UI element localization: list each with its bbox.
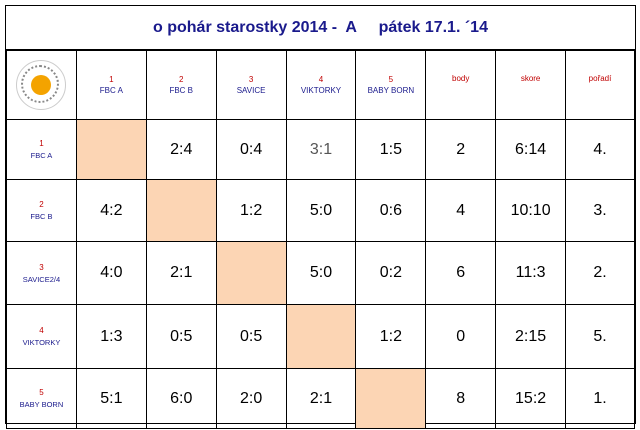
row-header: 5 BABY BORN [6,368,77,429]
tournament-logo-icon [16,60,67,110]
points-cell: 6 [425,241,497,305]
rank-cell: 2. [565,241,635,305]
row-header: 1 FBC A [6,119,77,180]
results-sheet: o pohár starostky 2014 - A pátek 17.1. ´… [5,5,636,429]
col-header-points: body [425,50,497,120]
page-title: o pohár starostky 2014 - A pátek 17.1. ´… [6,6,635,50]
score-cell: 11:3 [495,241,567,305]
match-score-cell: 5:0 [285,179,357,242]
logo-cell [6,50,77,120]
diagonal-cell [75,119,147,180]
match-score-cell: 2:0 [215,368,287,429]
table-row: 4 VIKTORKY 1:3 0:5 0:5 1:2 0 2:15 5. [6,304,635,369]
rank-cell: 3. [565,179,635,242]
match-score-cell: 0:5 [215,304,287,369]
table-row: 5 BABY BORN 5:1 6:0 2:0 2:1 8 15:2 1. [6,368,635,429]
col-header-rank: pořadí [565,50,635,120]
score-cell: 2:15 [495,304,567,369]
match-score-cell: 5:0 [285,241,357,305]
match-score-cell: 3:1 [285,119,357,180]
points-cell: 2 [425,119,497,180]
points-cell: 8 [425,368,497,429]
col-header-5: 5 BABY BORN [355,50,427,120]
col-header-score: skore [495,50,567,120]
match-score-cell: 2:4 [145,119,217,180]
rank-cell: 1. [565,368,635,429]
diagonal-cell [285,304,357,369]
match-score-cell: 0:4 [215,119,287,180]
col-header-4: 4 VIKTORKY [285,50,357,120]
results-table: 1 FBC A 2 FBC B 3 SAVICE 4 VIKTORKY 5 BABY BO… [6,50,635,429]
match-score-cell: 4:0 [75,241,147,305]
match-score-cell: 1:3 [75,304,147,369]
col-header-2: 2 FBC B [145,50,217,120]
points-cell: 4 [425,179,497,242]
match-score-cell: 1:2 [355,304,427,369]
score-cell: 6:14 [495,119,567,180]
row-header: 3 SAVICE2/4 [6,241,77,305]
score-cell: 15:2 [495,368,567,429]
rank-cell: 4. [565,119,635,180]
table-row: 2 FBC B 4:2 1:2 5:0 0:6 4 10:10 3. [6,179,635,242]
match-score-cell: 2:1 [285,368,357,429]
col-header-3: 3 SAVICE [215,50,287,120]
match-score-cell: 1:5 [355,119,427,180]
score-cell: 10:10 [495,179,567,242]
diagonal-cell [215,241,287,305]
match-score-cell: 0:2 [355,241,427,305]
row-header: 2 FBC B [6,179,77,242]
rank-cell: 5. [565,304,635,369]
match-score-cell: 4:2 [75,179,147,242]
table-row: 1 FBC A 2:4 0:4 3:1 1:5 2 6:14 4. [6,119,635,180]
row-header: 4 VIKTORKY [6,304,77,369]
diagonal-cell [355,368,427,429]
table-row: 3 SAVICE2/4 4:0 2:1 5:0 0:2 6 11:3 2. [6,241,635,305]
match-score-cell: 5:1 [75,368,147,429]
col-header-1: 1 FBC A [75,50,147,120]
diagonal-cell [145,179,217,242]
match-score-cell: 6:0 [145,368,217,429]
points-cell: 0 [425,304,497,369]
match-score-cell: 0:6 [355,179,427,242]
match-score-cell: 0:5 [145,304,217,369]
match-score-cell: 1:2 [215,179,287,242]
header-row: 1 FBC A 2 FBC B 3 SAVICE 4 VIKTORKY 5 BABY BO… [6,50,635,120]
match-score-cell: 2:1 [145,241,217,305]
